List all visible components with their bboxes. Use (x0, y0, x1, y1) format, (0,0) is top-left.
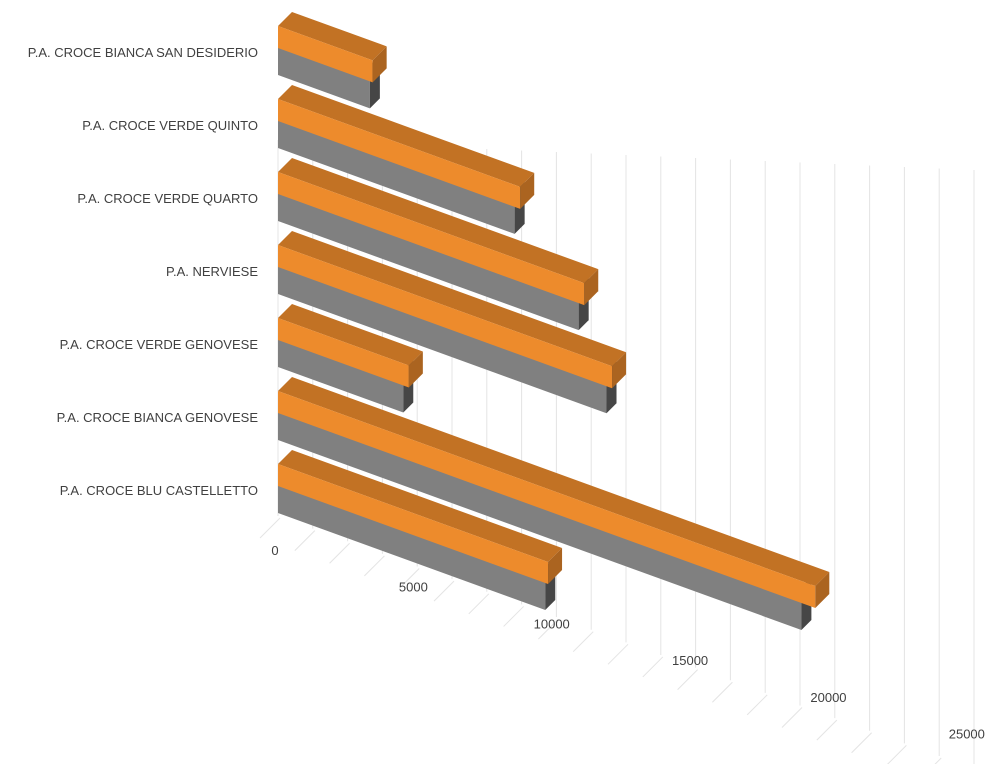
bar-orange (278, 245, 613, 389)
floor-tick (468, 593, 490, 615)
floor-tick (433, 580, 455, 602)
tick-label: 20000 (810, 690, 846, 705)
floor-tick (934, 757, 942, 764)
floor-tick (677, 669, 698, 690)
floor-tick (712, 681, 733, 703)
bar-group (278, 450, 563, 611)
bar-orange (278, 172, 585, 306)
bar-group (278, 231, 627, 414)
floor-tick (642, 656, 664, 678)
tick-label: 5000 (399, 580, 428, 595)
floor-tick (781, 707, 803, 728)
bar-orange-end (372, 46, 387, 83)
bar-orange-top (278, 377, 830, 587)
tick-label: 25000 (949, 727, 985, 742)
bar-orange-top (278, 231, 627, 367)
category-label: P.A. CROCE BIANCA GENOVESE (57, 410, 259, 425)
bar-orange-top (278, 304, 423, 366)
floor-tick (259, 517, 281, 539)
floor-tick (398, 568, 420, 589)
category-label: P.A. NERVIESE (166, 264, 258, 279)
floor-tick (294, 530, 316, 551)
tick-label: 0 (271, 543, 278, 558)
floor-tick (607, 643, 629, 665)
floor-tick (572, 631, 594, 653)
bar-group (278, 304, 423, 413)
bar-group (278, 377, 830, 630)
floor-tick (887, 745, 907, 764)
bar-orange-end (408, 351, 423, 388)
floor-tick (503, 606, 524, 627)
tick-label: 10000 (534, 616, 570, 631)
category-label: P.A. CROCE BLU CASTELLETTO (60, 483, 258, 498)
floor-tick (746, 694, 768, 716)
bar-group (278, 158, 599, 331)
bar-orange (278, 99, 521, 209)
floor-tick (329, 542, 350, 564)
tick-labels: 0 5000 10000 15000 20000 25000 (271, 543, 985, 742)
bar-group (278, 85, 535, 234)
bar-orange-top (278, 85, 535, 187)
bars-layer (278, 12, 830, 630)
bar-orange (278, 391, 816, 609)
bar-orange-top (278, 450, 563, 563)
bar-orange-top (278, 158, 599, 284)
bar-orange-top (278, 12, 387, 61)
floor-tick (364, 555, 385, 577)
floor-tick (851, 732, 872, 754)
bar-orange-end (584, 269, 599, 306)
category-labels: P.A. CROCE BIANCA SAN DESIDERIO P.A. CROC… (28, 45, 259, 498)
floor-tick (816, 719, 838, 741)
floor-layer (259, 517, 942, 764)
category-label: P.A. CROCE VERDE GENOVESE (60, 337, 259, 352)
bar-orange (278, 464, 549, 585)
bar-orange (278, 318, 409, 388)
bar-orange-end (548, 548, 563, 585)
category-label: P.A. CROCE BIANCA SAN DESIDERIO (28, 45, 258, 60)
tick-label: 15000 (672, 653, 708, 668)
category-label: P.A. CROCE VERDE QUARTO (77, 191, 258, 206)
bar-orange-end (520, 172, 535, 209)
bar-orange-end (612, 352, 627, 389)
bar-group (278, 12, 387, 109)
category-label: P.A. CROCE VERDE QUINTO (82, 118, 258, 133)
floor-tick (538, 618, 559, 640)
bar-orange (278, 26, 373, 83)
bar-orange-end (815, 572, 830, 609)
